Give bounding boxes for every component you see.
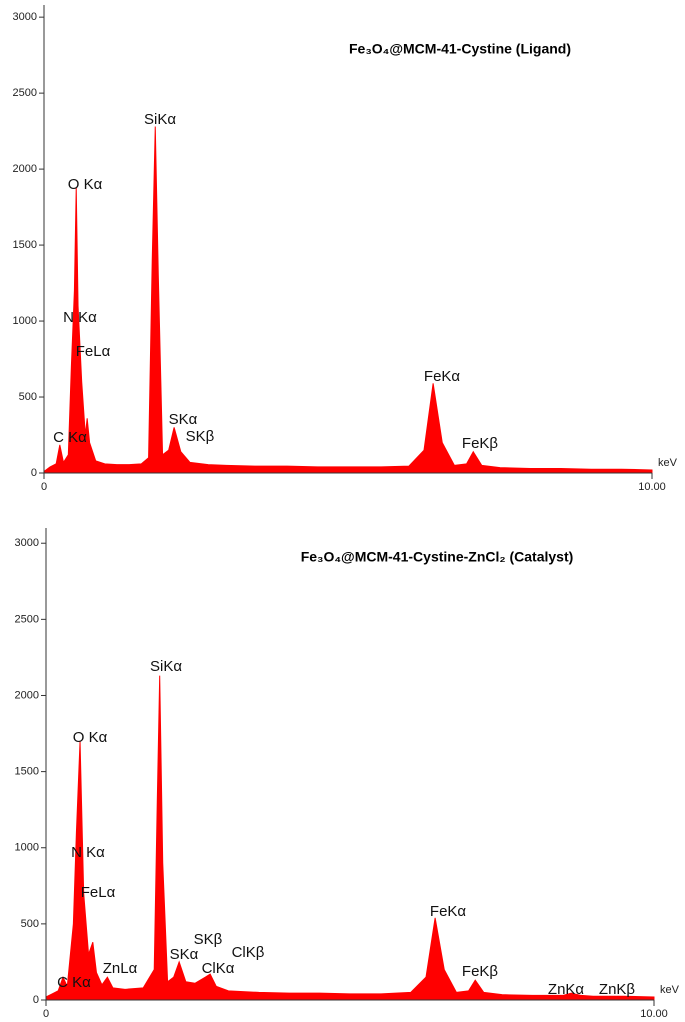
y-tick-label: 3000 bbox=[15, 537, 39, 549]
y-tick-label: 1500 bbox=[13, 239, 37, 251]
peak-label: ClKβ bbox=[232, 944, 265, 961]
peak-label: SKα bbox=[170, 946, 199, 963]
x-tick-label: 10.00 bbox=[640, 1008, 668, 1020]
y-tick-label: 2000 bbox=[13, 163, 37, 175]
peak-label: FeKα bbox=[424, 368, 461, 385]
x-axis-label: keV bbox=[658, 457, 678, 469]
y-tick-label: 1000 bbox=[15, 842, 39, 854]
y-tick-label: 0 bbox=[31, 467, 37, 479]
peak-label: ZnKβ bbox=[599, 981, 636, 998]
y-tick-label: 2000 bbox=[15, 689, 39, 701]
y-tick-label: 1500 bbox=[15, 766, 39, 778]
y-tick-label: 2500 bbox=[15, 613, 39, 625]
peak-label: SiKα bbox=[150, 658, 182, 675]
peak-label: N Kα bbox=[63, 309, 97, 326]
y-tick-label: 1000 bbox=[13, 315, 37, 327]
spectrum-area bbox=[43, 126, 653, 474]
y-tick-label: 3000 bbox=[13, 11, 37, 23]
peak-label: ClKα bbox=[202, 960, 235, 977]
chart-title: Fe₃O₄@MCM-41-Cystine (Ligand) bbox=[349, 41, 571, 57]
peak-label: O Kα bbox=[73, 729, 108, 746]
peak-label: ZnLα bbox=[103, 960, 138, 977]
x-tick-label: 0 bbox=[41, 481, 47, 493]
peak-label: ZnKα bbox=[548, 981, 585, 998]
peak-label: FeKβ bbox=[462, 963, 499, 980]
y-tick-label: 500 bbox=[21, 918, 39, 930]
x-tick-label: 0 bbox=[43, 1008, 49, 1020]
x-axis-label: keV bbox=[660, 984, 680, 996]
peak-label: SKβ bbox=[186, 428, 215, 445]
y-tick-label: 500 bbox=[19, 391, 37, 403]
peak-label: FeLα bbox=[76, 343, 111, 360]
x-tick-label: 10.00 bbox=[638, 481, 666, 493]
peak-label: FeKα bbox=[430, 903, 467, 920]
peak-label: SKα bbox=[169, 411, 198, 428]
y-tick-label: 2500 bbox=[13, 87, 37, 99]
spectrum-area bbox=[45, 675, 655, 1001]
peak-label: C Kα bbox=[57, 974, 91, 991]
y-tick-label: 0 bbox=[33, 994, 39, 1006]
chart-title: Fe₃O₄@MCM-41-Cystine-ZnCl₂ (Catalyst) bbox=[301, 549, 574, 565]
peak-label: FeKβ bbox=[462, 435, 499, 452]
peak-label: C Kα bbox=[53, 429, 87, 446]
peak-label: FeLα bbox=[81, 884, 116, 901]
peak-label: O Kα bbox=[68, 176, 103, 193]
peak-label: N Kα bbox=[71, 844, 105, 861]
peak-label: SKβ bbox=[194, 931, 223, 948]
peak-label: SiKα bbox=[144, 111, 176, 128]
